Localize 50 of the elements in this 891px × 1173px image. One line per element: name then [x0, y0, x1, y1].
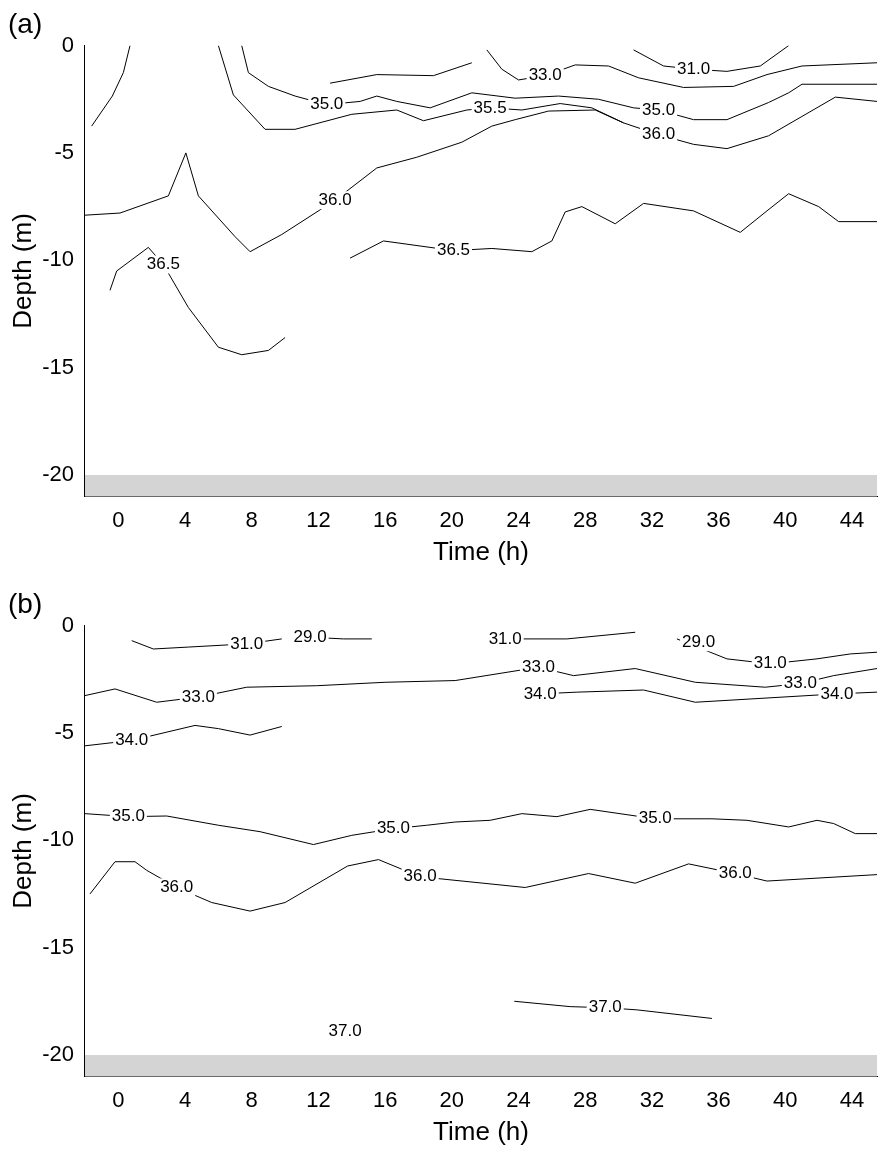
x-tick-label: 24 [506, 1086, 531, 1112]
annotation: 34.0 [523, 683, 557, 703]
x-tick-label: 44 [839, 1086, 865, 1112]
y-tick-label: -20 [42, 1041, 74, 1066]
x-tick-label: 4 [178, 1086, 192, 1112]
annotation: 34.0 [115, 730, 149, 750]
x-tick-label: 32 [639, 506, 665, 532]
x-tick-label: 0 [112, 506, 125, 532]
x-tick-label: 20 [439, 506, 465, 532]
annotation: 36.5 [146, 254, 180, 274]
annotation: 36.0 [318, 189, 352, 209]
x-tick-label: 28 [572, 1086, 598, 1112]
x-axis-title: Time (h) [433, 535, 529, 566]
x-tick-label: 40 [773, 1086, 798, 1112]
y-axis-title: Depth (m) [6, 213, 37, 329]
x-tick-label: 36 [706, 1086, 731, 1112]
annotation: 29.0 [682, 632, 716, 652]
y-tick-label: -20 [42, 461, 74, 486]
y-tick-label: 0 [61, 611, 74, 637]
x-tick-label: 12 [306, 506, 331, 532]
x-tick-label: 44 [839, 506, 865, 532]
y-tick-label: -10 [42, 246, 74, 272]
x-tick-label: 20 [439, 1086, 465, 1112]
annotation: 29.0 [293, 626, 327, 646]
x-tick-label: 28 [572, 506, 598, 532]
x-tick-label: 24 [506, 506, 531, 532]
x-tick-label: 36 [706, 506, 731, 532]
y-tick-label: -15 [42, 933, 74, 959]
y-tick-label: -15 [42, 353, 74, 379]
annotation: 37.0 [328, 1021, 362, 1041]
x-tick-label: 12 [306, 1086, 331, 1112]
x-tick-label: 4 [178, 506, 192, 532]
y-tick-label: -5 [54, 719, 74, 744]
chart-title: (a) [8, 7, 43, 39]
x-tick-label: 16 [372, 506, 398, 532]
x-tick-label: 8 [245, 506, 258, 532]
annotation: 36.0 [160, 877, 194, 897]
x-axis-title: Time (h) [433, 1115, 529, 1146]
x-tick-label: 8 [245, 1086, 258, 1112]
y-tick-label: -10 [42, 826, 74, 852]
x-tick-label: 16 [372, 1086, 398, 1112]
x-tick-label: 40 [773, 506, 798, 532]
y-tick-label: 0 [61, 31, 74, 57]
annotation: 31.0 [488, 628, 522, 648]
chart-title: (b) [8, 587, 43, 619]
x-tick-label: 0 [112, 1086, 125, 1112]
y-axis-title: Depth (m) [6, 793, 37, 909]
annotation: 35.0 [310, 94, 344, 114]
y-tick-label: -5 [54, 139, 74, 164]
x-tick-label: 32 [639, 1086, 665, 1112]
